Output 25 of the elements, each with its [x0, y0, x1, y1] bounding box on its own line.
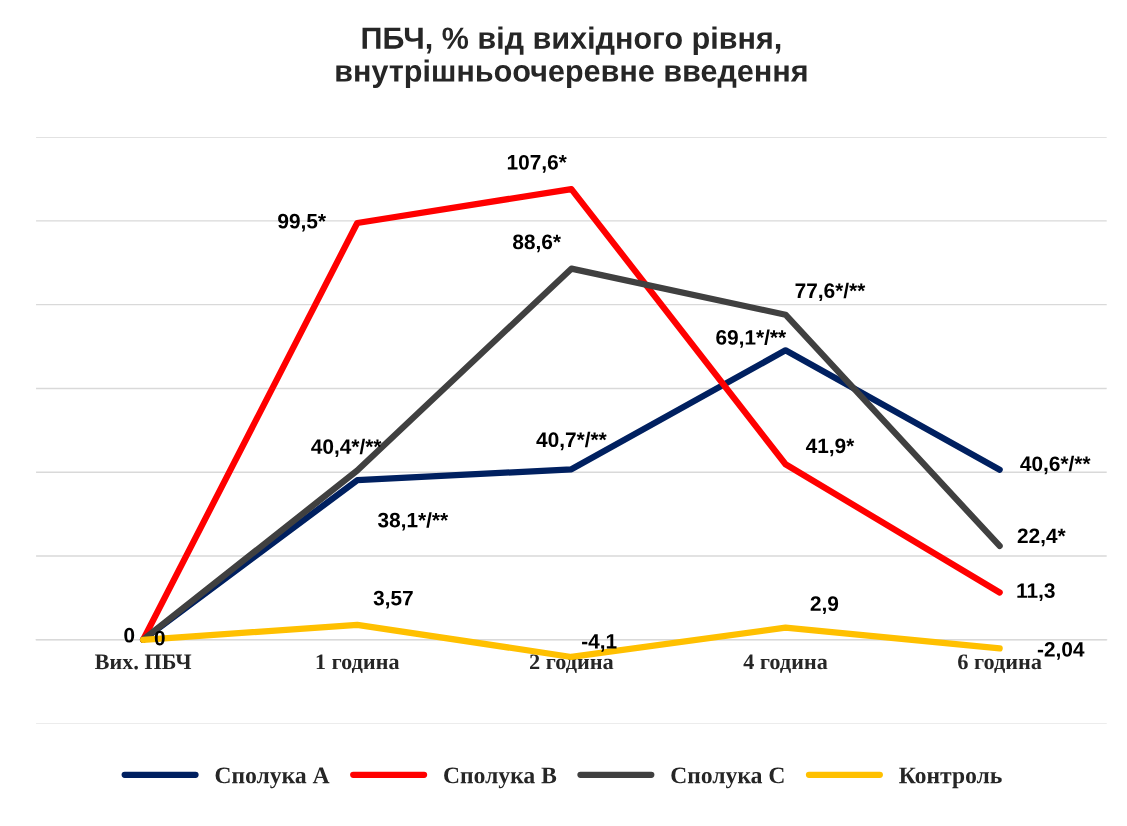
- data-label: 3,57: [373, 590, 413, 609]
- x-tick-label: 1 година: [316, 654, 400, 673]
- data-label: 22,4*: [1017, 528, 1066, 547]
- data-label: 69,1*/**: [716, 329, 787, 348]
- data-label: 11,3: [1017, 583, 1055, 602]
- data-label: 2,9: [810, 596, 839, 615]
- legend-label: Сполука С: [671, 767, 784, 789]
- legend-label: Контроль: [899, 767, 1002, 789]
- data-label: -4,1: [582, 634, 617, 652]
- data-label: 0: [124, 627, 135, 643]
- legend-label: Сполука В: [444, 767, 557, 789]
- data-label: 40,6*/**: [1020, 455, 1091, 475]
- data-label: 41,9*: [805, 438, 855, 457]
- data-label: 107,6*: [507, 154, 567, 173]
- chart-title: ПБЧ, % від вихідного рівня, внутрішньоочеревне введення: [336, 26, 807, 88]
- data-label: 38,1*/**: [377, 512, 449, 531]
- data-label: 40,7*/**: [536, 431, 607, 451]
- x-tick-label: 2 година: [530, 654, 614, 673]
- legend-label: Сполука А: [215, 767, 330, 789]
- data-label: 77,6*/**: [795, 282, 866, 302]
- data-label: 88,6*: [513, 234, 561, 253]
- x-tick-label: 4 година: [743, 654, 828, 673]
- data-label: 99,5*: [278, 213, 327, 232]
- data-label: 0: [154, 630, 165, 646]
- x-tick-label: Вих. ПБЧ: [94, 654, 192, 670]
